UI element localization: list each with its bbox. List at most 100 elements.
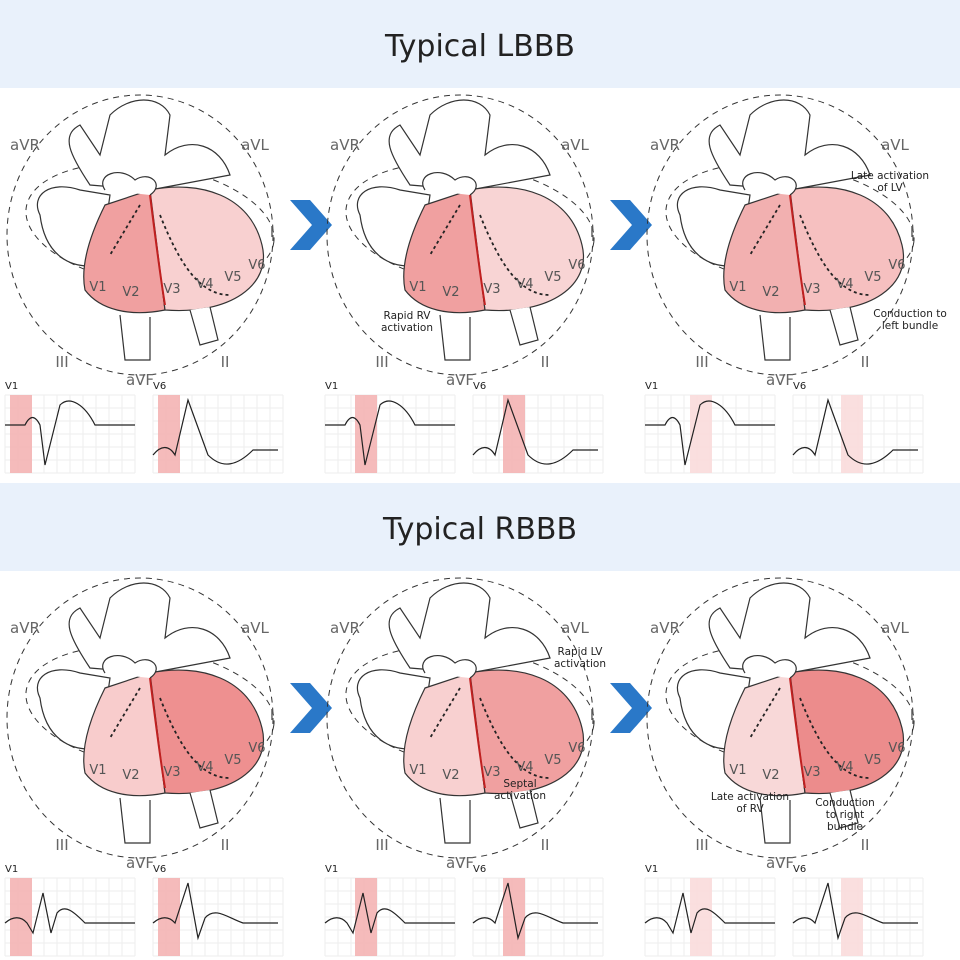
precordial-lead-label: V1	[89, 763, 106, 778]
precordial-lead-label: V2	[762, 768, 779, 783]
ecg-trace	[325, 400, 455, 466]
septum-conduction	[789, 677, 806, 789]
ecg-trace	[644, 892, 775, 935]
strip-label: V1	[5, 864, 18, 875]
septum-conduction	[469, 677, 486, 789]
ivc	[759, 789, 859, 844]
precordial-lead-label: V3	[803, 765, 820, 780]
precordial-lead-label: V3	[163, 765, 180, 780]
annotation-line: bundle	[827, 821, 863, 833]
septum-conduction	[469, 194, 486, 306]
annotation: Conduction to right bundle	[815, 797, 875, 833]
qrs-highlight	[158, 878, 180, 956]
right-ventricle	[83, 672, 166, 797]
precordial-lead-label: V1	[409, 763, 426, 778]
limb-lead-label: II	[861, 836, 870, 854]
precordial-lead-label: V1	[409, 280, 426, 295]
precordial-lead-label: V5	[224, 270, 241, 285]
limb-lead-label: aVR	[330, 619, 360, 637]
qrs-highlight	[10, 395, 32, 473]
precordial-lead-label: V3	[483, 765, 500, 780]
limb-lead-label: aVR	[10, 619, 40, 637]
ecg-trace	[472, 397, 598, 465]
septum-conduction	[149, 677, 166, 789]
heart-vessels	[708, 99, 871, 191]
ecg-trace	[324, 892, 455, 935]
conduction-path	[109, 204, 231, 296]
qrs-highlight	[158, 395, 180, 473]
precordial-lead-label: V3	[803, 282, 820, 297]
limb-lead-label: III	[375, 836, 388, 854]
limb-lead-label: II	[541, 353, 550, 371]
precordial-lead-label: V2	[762, 285, 779, 300]
axis-circle	[6, 94, 274, 376]
precordial-lead-label: V6	[888, 741, 905, 756]
limb-lead-label: aVL	[561, 619, 589, 637]
axis-ellipse	[345, 162, 595, 288]
limb-lead-label: aVF	[766, 854, 794, 872]
conduction-path	[429, 204, 551, 296]
precordial-lead-label: V6	[888, 258, 905, 273]
precordial-lead-label: V2	[442, 768, 459, 783]
limb-lead-label: III	[695, 836, 708, 854]
aorta-root	[422, 171, 477, 196]
annotation-line: activation	[381, 322, 433, 334]
annotation: Conduction to left bundle	[873, 308, 947, 332]
aorta-root	[102, 654, 157, 679]
right-ventricle	[723, 189, 806, 314]
qrs-highlight	[690, 395, 712, 473]
ecg-trace	[4, 892, 135, 935]
limb-lead-label: aVL	[881, 619, 909, 637]
precordial-lead-label: V6	[568, 258, 585, 273]
heart-vessels	[68, 582, 231, 674]
precordial-lead-label: V4	[516, 760, 533, 775]
right-ventricle	[403, 672, 486, 797]
axis-circle	[326, 94, 594, 376]
precordial-lead-label: V2	[122, 285, 139, 300]
precordial-lead-label: V4	[196, 760, 213, 775]
heart-vessels	[708, 582, 871, 674]
section-header	[0, 0, 960, 88]
ivc	[119, 789, 219, 844]
limb-lead-label: II	[541, 836, 550, 854]
limb-lead-label: aVF	[126, 854, 154, 872]
limb-lead-label: aVL	[241, 136, 269, 154]
limb-lead-label: I	[910, 223, 914, 241]
limb-lead-label: III	[55, 836, 68, 854]
axis-ellipse	[665, 645, 915, 771]
qrs-highlight	[841, 395, 863, 473]
precordial-lead-label: V5	[544, 753, 561, 768]
annotation-line: left bundle	[882, 320, 938, 332]
strip-label: V6	[473, 864, 486, 875]
strip-label: V6	[153, 381, 166, 392]
precordial-lead-label: V3	[163, 282, 180, 297]
strip-label: V6	[793, 381, 806, 392]
axis-circle	[6, 577, 274, 859]
strip-label: V6	[793, 864, 806, 875]
precordial-lead-label: V3	[483, 282, 500, 297]
right-ventricle	[723, 672, 806, 797]
limb-lead-label: aVL	[881, 136, 909, 154]
ivc	[439, 306, 539, 361]
ecg-grid	[4, 877, 136, 957]
annotation: Rapid RV activation	[381, 310, 433, 334]
conduction-path	[749, 687, 871, 779]
precordial-lead-label: V4	[516, 277, 533, 292]
annotation-line: Late activation	[711, 791, 789, 803]
aorta-root	[742, 654, 797, 679]
step-arrow	[290, 200, 332, 250]
strip-label: V6	[473, 381, 486, 392]
limb-lead-label: II	[861, 353, 870, 371]
limb-lead-label: aVL	[561, 136, 589, 154]
strip-label: V1	[645, 381, 658, 392]
limb-lead-label: aVF	[126, 371, 154, 389]
annotation: Rapid LV activation	[554, 646, 606, 670]
limb-lead-label: aVF	[446, 854, 474, 872]
strip-label: V1	[5, 381, 18, 392]
section-header	[0, 483, 960, 571]
right-ventricle	[83, 189, 166, 314]
